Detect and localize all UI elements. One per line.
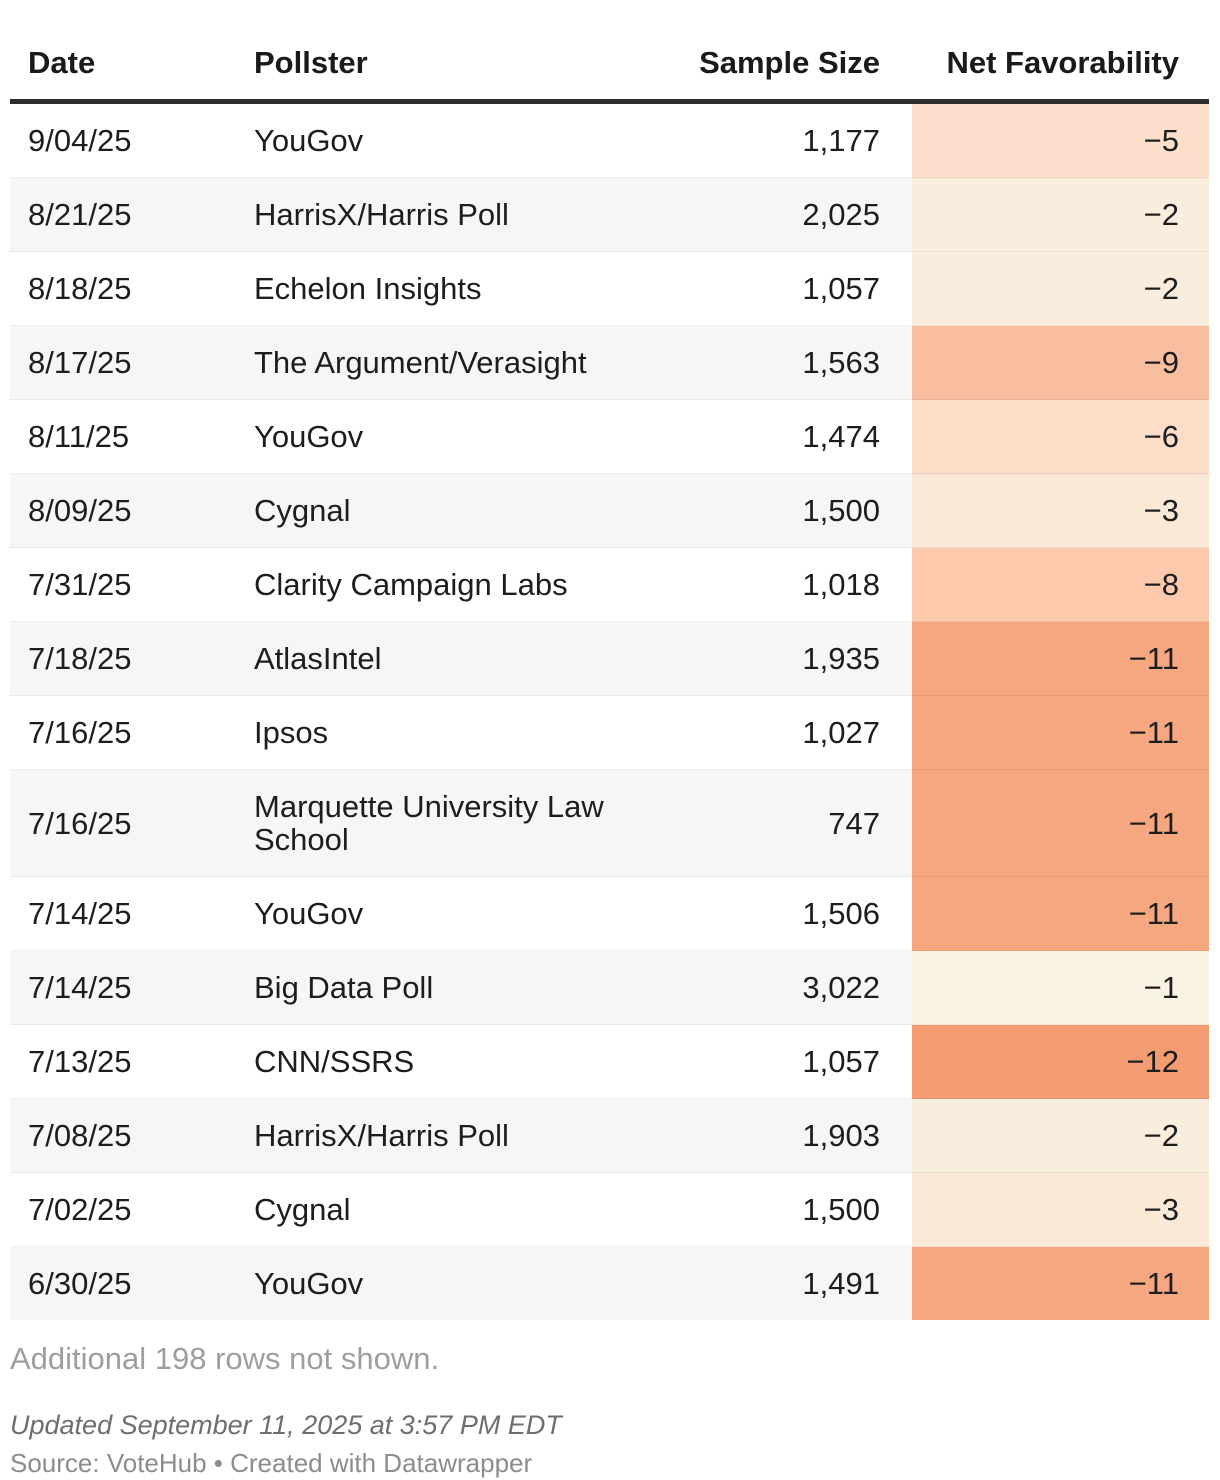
pollster-cell: Big Data Poll [254, 950, 620, 1025]
net-favorability-cell: −9 [912, 325, 1209, 400]
date-cell: 7/31/25 [10, 547, 254, 622]
date-cell: 8/17/25 [10, 325, 254, 400]
date-cell: 7/08/25 [10, 1098, 254, 1173]
column-header-sample-size: Sample Size [620, 30, 912, 104]
net-favorability-cell: −11 [912, 695, 1209, 770]
net-favorability-cell: −12 [912, 1024, 1209, 1099]
table-header: Date Pollster Sample Size Net Favorabili… [10, 30, 1209, 104]
net-favorability-cell: −11 [912, 876, 1209, 951]
sample-size-cell: 1,903 [620, 1098, 912, 1173]
net-favorability-cell: −11 [912, 621, 1209, 696]
date-cell: 7/13/25 [10, 1024, 254, 1099]
sample-size-cell: 1,057 [620, 251, 912, 326]
pollster-cell: Cygnal [254, 1172, 620, 1247]
table-row: 6/30/25 YouGov 1,491 −11 [10, 1246, 1209, 1320]
sample-size-cell: 3,022 [620, 950, 912, 1025]
date-cell: 8/18/25 [10, 251, 254, 326]
updated-timestamp: Updated September 11, 2025 at 3:57 PM ED… [10, 1410, 562, 1440]
net-favorability-cell: −6 [912, 399, 1209, 474]
table-row: 7/08/25 HarrisX/Harris Poll 1,903 −2 [10, 1098, 1209, 1173]
net-favorability-cell: −5 [912, 101, 1209, 178]
pollster-cell: YouGov [254, 1246, 620, 1320]
sample-size-cell: 1,500 [620, 1172, 912, 1247]
net-favorability-cell: −3 [912, 473, 1209, 548]
date-cell: 8/09/25 [10, 473, 254, 548]
date-cell: 8/21/25 [10, 177, 254, 252]
header-row: Date Pollster Sample Size Net Favorabili… [10, 30, 1209, 104]
pollster-cell: CNN/SSRS [254, 1024, 620, 1099]
source-attribution: Source: VoteHub • Created with Datawrapp… [10, 1448, 533, 1478]
date-cell: 7/18/25 [10, 621, 254, 696]
pollster-cell: YouGov [254, 399, 620, 474]
table-row: 7/14/25 YouGov 1,506 −11 [10, 876, 1209, 951]
table-row: 8/18/25 Echelon Insights 1,057 −2 [10, 251, 1209, 326]
table-row: 7/31/25 Clarity Campaign Labs 1,018 −8 [10, 547, 1209, 622]
sample-size-cell: 1,057 [620, 1024, 912, 1099]
pollster-cell: Echelon Insights [254, 251, 620, 326]
net-favorability-cell: −2 [912, 1098, 1209, 1173]
pollster-cell: AtlasIntel [254, 621, 620, 696]
sample-size-cell: 1,500 [620, 473, 912, 548]
table-row: 8/09/25 Cygnal 1,500 −3 [10, 473, 1209, 548]
net-favorability-cell: −8 [912, 547, 1209, 622]
column-header-pollster: Pollster [254, 30, 620, 104]
date-cell: 8/11/25 [10, 399, 254, 474]
table-row: 9/04/25 YouGov 1,177 −5 [10, 101, 1209, 178]
column-header-net-favorability: Net Favorability [912, 30, 1209, 104]
table-row: 7/13/25 CNN/SSRS 1,057 −12 [10, 1024, 1209, 1099]
table-row: 8/17/25 The Argument/Verasight 1,563 −9 [10, 325, 1209, 400]
pollster-cell: Marquette University Law School [254, 769, 620, 877]
table-row: 8/21/25 HarrisX/Harris Poll 2,025 −2 [10, 177, 1209, 252]
sample-size-cell: 1,027 [620, 695, 912, 770]
table-row: 7/18/25 AtlasIntel 1,935 −11 [10, 621, 1209, 696]
date-cell: 7/16/25 [10, 769, 254, 877]
sample-size-cell: 747 [620, 769, 912, 877]
net-favorability-cell: −3 [912, 1172, 1209, 1247]
table-row: 7/02/25 Cygnal 1,500 −3 [10, 1172, 1209, 1247]
date-cell: 7/16/25 [10, 695, 254, 770]
date-cell: 9/04/25 [28, 123, 132, 158]
sample-size-cell: 1,474 [620, 399, 912, 474]
date-cell: 7/02/25 [10, 1172, 254, 1247]
pollster-cell: Clarity Campaign Labs [254, 547, 620, 622]
net-favorability-cell: −11 [912, 1246, 1209, 1320]
net-favorability-cell: −11 [912, 769, 1209, 877]
date-cell: 7/14/25 [10, 876, 254, 951]
polls-table: Date Pollster Sample Size Net Favorabili… [10, 30, 1209, 1320]
column-header-date: Date [10, 30, 254, 104]
sample-size-cell: 1,935 [620, 621, 912, 696]
table-body: 9/04/25 YouGov 1,177 −5 8/21/25 HarrisX/… [10, 101, 1209, 1320]
pollster-cell: HarrisX/Harris Poll [254, 1098, 620, 1173]
date-cell: 7/14/25 [10, 950, 254, 1025]
net-favorability-cell: −1 [912, 950, 1209, 1025]
pollster-cell: YouGov [254, 876, 620, 951]
table-row: 8/11/25 YouGov 1,474 −6 [10, 399, 1209, 474]
net-favorability-cell: −2 [912, 177, 1209, 252]
table-row: 7/16/25 Marquette University Law School … [10, 769, 1209, 877]
date-cell: 6/30/25 [10, 1246, 254, 1320]
pollster-cell: Ipsos [254, 695, 620, 770]
sample-size-cell: 1,563 [620, 325, 912, 400]
pollster-cell: HarrisX/Harris Poll [254, 177, 620, 252]
net-favorability-cell: −2 [912, 251, 1209, 326]
sample-size-cell: 1,491 [620, 1246, 912, 1320]
sample-size-cell: 1,506 [620, 876, 912, 951]
sample-size-cell: 2,025 [620, 177, 912, 252]
pollster-cell: YouGov [254, 123, 364, 158]
rows-not-shown-note: Additional 198 rows not shown. [10, 1341, 440, 1376]
pollster-cell: The Argument/Verasight [254, 325, 620, 400]
table-row: 7/14/25 Big Data Poll 3,022 −1 [10, 950, 1209, 1025]
sample-size-cell: 1,177 [802, 123, 880, 158]
pollster-cell: Cygnal [254, 473, 620, 548]
table-row: 7/16/25 Ipsos 1,027 −11 [10, 695, 1209, 770]
sample-size-cell: 1,018 [620, 547, 912, 622]
